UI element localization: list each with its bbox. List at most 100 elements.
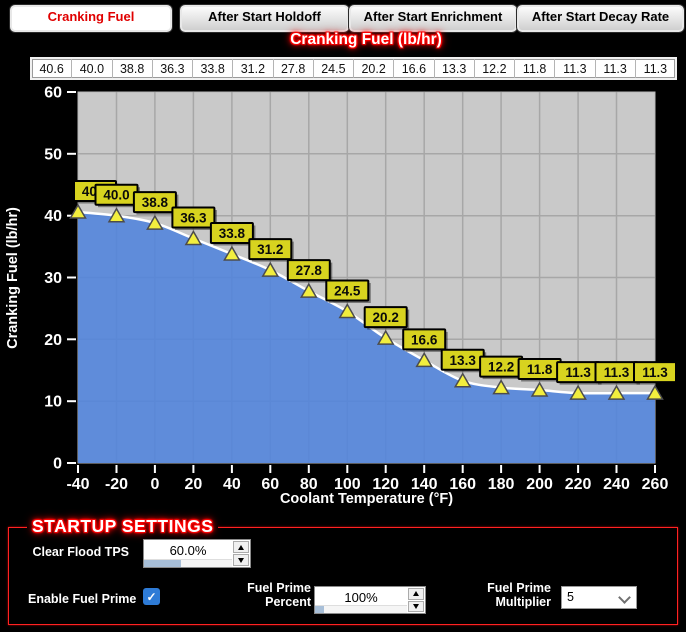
value-cell-40[interactable]: 33.8 (193, 59, 234, 78)
fuel-prime-multiplier-value: 5 (567, 590, 574, 604)
value-cell-260[interactable]: 11.3 (643, 61, 668, 76)
startup-settings-legend: STARTUP SETTINGS (27, 516, 219, 537)
point-marker[interactable] (453, 372, 472, 388)
point-label: 20.2 (363, 306, 410, 330)
svg-text:11.3: 11.3 (565, 365, 591, 380)
enable-fuel-prime-checkbox[interactable]: ✓ (143, 588, 160, 605)
cranking-fuel-chart: 0 10 20 30 40 50 60 -40 -20 0 20 40 60 80 100 120 140 160… (0, 85, 686, 509)
chart-title: Cranking Fuel (lb/hr) (290, 31, 442, 48)
point-marker[interactable] (184, 229, 203, 246)
fuel-prime-multiplier-label-line2: Multiplier (495, 595, 551, 609)
svg-text:36.3: 36.3 (180, 211, 207, 226)
svg-text:40.0: 40.0 (103, 188, 129, 203)
point-label: 31.2 (248, 238, 294, 262)
fuel-prime-multiplier-label: Fuel Prime Multiplier (429, 581, 551, 609)
clear-flood-tps-up-button[interactable] (233, 541, 249, 553)
chevron-down-icon (618, 591, 631, 604)
clear-flood-tps-progress-fill (144, 560, 181, 567)
value-cell-100[interactable]: 24.5 (314, 59, 354, 78)
point-label: 27.8 (286, 259, 333, 283)
value-table: 40.6 40.0 38.8 36.3 33.8 31.2 27.8 24.5 20.2 16.6… (30, 57, 677, 80)
value-cell-160[interactable]: 13.3 (435, 59, 475, 78)
svg-text:11.3: 11.3 (604, 365, 630, 380)
value-cell-200[interactable]: 11.8 (515, 59, 556, 78)
arrow-up-icon (413, 591, 419, 597)
tab-after-start-holdoff[interactable]: After Start Holdoff (180, 5, 349, 32)
value-cell--40[interactable]: 40.6 (32, 59, 73, 78)
svg-text:240: 240 (603, 476, 630, 493)
point-marker[interactable] (261, 261, 280, 277)
arrow-up-icon (238, 544, 244, 550)
point-label: 40.0 (94, 183, 140, 208)
point-marker[interactable] (69, 203, 87, 219)
svg-text:220: 220 (565, 476, 592, 493)
clear-flood-tps-progress (144, 559, 232, 567)
point-marker[interactable] (338, 302, 357, 319)
fuel-prime-percent-label: Fuel Prime Percent (189, 581, 311, 609)
point-marker[interactable] (492, 379, 510, 395)
point-marker[interactable] (300, 282, 318, 298)
value-cell-120[interactable]: 20.2 (354, 59, 395, 78)
value-cell-220[interactable]: 11.3 (555, 59, 596, 78)
svg-text:20: 20 (185, 476, 203, 493)
svg-text:24.5: 24.5 (334, 284, 361, 299)
svg-text:-40: -40 (66, 476, 89, 493)
point-label: 16.6 (402, 328, 448, 352)
point-marker[interactable] (569, 384, 587, 400)
svg-text:60: 60 (44, 85, 62, 102)
svg-text:260: 260 (642, 476, 669, 493)
value-cell-180[interactable]: 12.2 (475, 59, 515, 78)
tab-after-start-decay-rate[interactable]: After Start Decay Rate (517, 5, 684, 32)
point-marker[interactable] (223, 245, 241, 261)
value-cell-20[interactable]: 36.3 (153, 59, 193, 78)
value-cell-80[interactable]: 27.8 (274, 59, 314, 78)
data-points: 40.640.038.836.333.831.227.824.520.216.6… (69, 180, 679, 400)
fuel-prime-percent-up-button[interactable] (408, 588, 424, 600)
fuel-prime-multiplier-select[interactable]: 5 (561, 586, 637, 609)
point-label: 36.3 (171, 206, 217, 230)
svg-text:50: 50 (44, 146, 62, 163)
value-cell--20[interactable]: 40.0 (72, 59, 113, 78)
point-marker[interactable] (646, 384, 664, 400)
point-label: 38.8 (132, 191, 179, 215)
point-marker[interactable] (415, 351, 433, 368)
fuel-prime-percent-value[interactable]: 100% (344, 590, 378, 605)
fuel-prime-percent-label-line1: Fuel Prime (247, 581, 311, 595)
fuel-prime-percent-progress (315, 605, 407, 613)
value-cell-60[interactable]: 31.2 (233, 59, 274, 78)
svg-text:40: 40 (223, 476, 241, 493)
point-label: 33.8 (209, 222, 256, 246)
value-cell-0[interactable]: 38.8 (113, 59, 153, 78)
point-label: 11.3 (633, 361, 679, 385)
point-marker[interactable] (146, 214, 164, 230)
fuel-prime-percent-down-button[interactable] (408, 600, 424, 612)
enable-fuel-prime-label: Enable Fuel Prime (28, 592, 137, 606)
x-axis-title: Coolant Temperature (°F) (280, 491, 453, 507)
svg-text:0: 0 (150, 476, 159, 493)
point-marker[interactable] (107, 207, 126, 223)
point-marker[interactable] (530, 381, 549, 397)
arrow-down-icon (413, 603, 419, 609)
point-label: 11.3 (594, 361, 640, 385)
svg-text:80: 80 (300, 476, 318, 493)
value-cell-140[interactable]: 16.6 (394, 59, 435, 78)
tab-cranking-fuel[interactable]: Cranking Fuel (10, 5, 172, 32)
svg-text:12.2: 12.2 (488, 360, 514, 375)
arrow-down-icon (238, 557, 244, 563)
point-marker[interactable] (376, 329, 395, 345)
fuel-prime-multiplier-label-line1: Fuel Prime (487, 581, 551, 595)
point-label: 11.8 (517, 358, 564, 382)
clear-flood-tps-value[interactable]: 60.0% (169, 543, 207, 558)
svg-text:13.3: 13.3 (450, 353, 477, 368)
tab-after-start-enrichment[interactable]: After Start Enrichment (349, 5, 517, 32)
clear-flood-tps-spinner: 60.0% (143, 539, 251, 568)
svg-text:20: 20 (44, 332, 62, 349)
clear-flood-tps-down-button[interactable] (233, 554, 249, 566)
point-marker[interactable] (607, 384, 626, 400)
fuel-prime-percent-progress-fill (315, 606, 325, 613)
svg-text:33.8: 33.8 (219, 226, 246, 241)
value-cell-240[interactable]: 11.3 (596, 59, 636, 78)
axis-ticks: 0 10 20 30 40 50 60 -40 -20 0 20 40 60 80 100 120 140 160… (44, 85, 669, 494)
svg-text:140: 140 (411, 476, 438, 493)
